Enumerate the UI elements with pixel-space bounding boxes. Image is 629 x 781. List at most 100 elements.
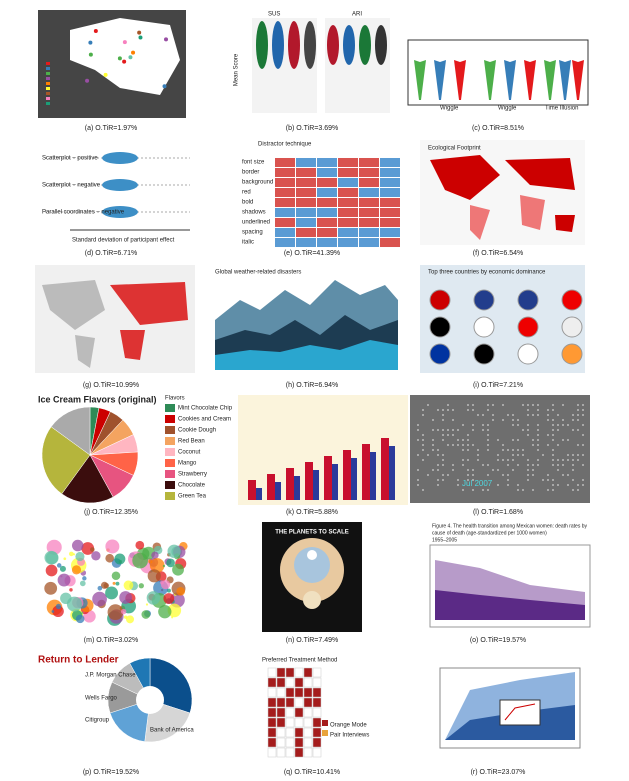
- shape: [410, 395, 590, 503]
- shape: [555, 215, 575, 232]
- shape: [313, 470, 319, 500]
- shape: [512, 469, 514, 471]
- shape: [547, 474, 549, 476]
- shape: [527, 464, 529, 466]
- shape: [338, 208, 358, 217]
- shape: [452, 419, 454, 421]
- shape: [502, 459, 504, 461]
- shape: [435, 590, 585, 620]
- shape: [46, 72, 50, 75]
- shape: [296, 188, 316, 197]
- shape: [79, 580, 86, 587]
- panel-text: border: [242, 170, 259, 176]
- shape: [102, 179, 138, 191]
- shape: [527, 424, 529, 426]
- shape: [562, 439, 564, 441]
- shape: [457, 484, 459, 486]
- shape: [103, 72, 108, 77]
- shape: [275, 158, 295, 167]
- shape: [66, 596, 82, 612]
- shape: [442, 414, 444, 416]
- shape: [487, 489, 489, 491]
- shape: [517, 489, 519, 491]
- shape: [522, 454, 524, 456]
- shape: [417, 454, 419, 456]
- shape: [537, 439, 539, 441]
- shape: [552, 484, 554, 486]
- shape: [275, 208, 295, 217]
- shape: [285, 747, 295, 758]
- shape: [547, 434, 549, 436]
- shape: [102, 152, 138, 164]
- shape: [285, 697, 295, 708]
- shape: [532, 474, 534, 476]
- shape: [547, 409, 549, 411]
- shape: [552, 439, 554, 441]
- shape: [547, 419, 549, 421]
- shape: [472, 474, 474, 476]
- caption: (l) O.TiR=1.68%: [473, 509, 523, 516]
- shape: [296, 228, 316, 237]
- shape: [462, 424, 464, 426]
- shape: [312, 667, 322, 678]
- shape: [487, 409, 489, 411]
- shape: [351, 458, 357, 500]
- shape: [294, 707, 304, 718]
- shape: [462, 444, 464, 446]
- panel-text: Strawberry: [178, 472, 207, 478]
- shape: [102, 206, 138, 218]
- shape: [338, 238, 358, 247]
- shape: [165, 481, 175, 489]
- shape: [512, 424, 514, 426]
- shape: [432, 469, 434, 471]
- shape: [547, 444, 549, 446]
- shape: [582, 409, 584, 411]
- shape: [512, 459, 514, 461]
- panel-text: Wells Fargo: [85, 696, 118, 702]
- shape: [437, 449, 439, 451]
- caption: (k) O.TiR=5.88%: [286, 509, 338, 516]
- shape: [582, 404, 584, 406]
- shape: [427, 474, 429, 476]
- shape: [527, 479, 529, 481]
- shape: [517, 343, 539, 365]
- caption: (b) O.TiR=3.69%: [286, 125, 338, 132]
- shape: [447, 429, 449, 431]
- shape: [507, 479, 509, 481]
- shape: [561, 316, 583, 338]
- shape: [417, 439, 419, 441]
- shape: [267, 727, 277, 738]
- shape: [176, 586, 186, 596]
- shape: [414, 60, 426, 100]
- shape: [572, 479, 574, 481]
- panel-text: Cookie Dough: [178, 428, 216, 434]
- shape: [512, 419, 514, 421]
- shape: [454, 60, 466, 100]
- shape: [276, 677, 286, 688]
- shape: [317, 198, 337, 207]
- shape: [63, 557, 67, 561]
- shape: [359, 188, 379, 197]
- caption: (o) O.TiR=19.57%: [470, 637, 526, 644]
- shape: [517, 424, 519, 426]
- shape: [312, 737, 322, 748]
- shape: [285, 717, 295, 728]
- shape: [432, 419, 434, 421]
- shape: [457, 439, 459, 441]
- shape: [317, 228, 337, 237]
- shape: [422, 414, 424, 416]
- shape: [442, 409, 444, 411]
- shape: [577, 444, 579, 446]
- shape: [477, 459, 479, 461]
- shape: [430, 155, 500, 200]
- shape: [472, 424, 474, 426]
- shape: [123, 615, 128, 619]
- shape: [582, 414, 584, 416]
- shape: [472, 409, 474, 411]
- panel-text: Cookies and Cream: [178, 417, 231, 423]
- shape: [557, 459, 559, 461]
- shape: [537, 429, 539, 431]
- shape: [42, 280, 105, 330]
- shape: [557, 469, 559, 471]
- shape: [434, 60, 446, 100]
